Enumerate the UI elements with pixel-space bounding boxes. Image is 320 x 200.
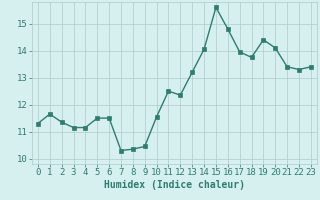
X-axis label: Humidex (Indice chaleur): Humidex (Indice chaleur) <box>104 180 245 190</box>
